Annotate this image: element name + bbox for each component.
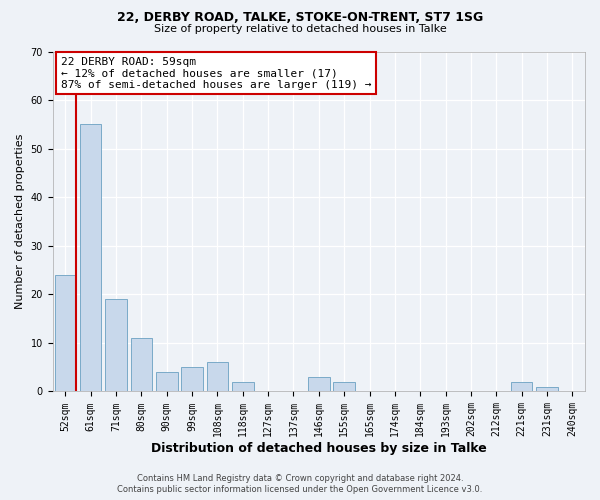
Bar bbox=[334, 382, 355, 392]
Y-axis label: Number of detached properties: Number of detached properties bbox=[15, 134, 25, 309]
Bar bbox=[55, 275, 76, 392]
Bar bbox=[232, 382, 254, 392]
Bar bbox=[156, 372, 178, 392]
Bar bbox=[105, 299, 127, 392]
Text: Size of property relative to detached houses in Talke: Size of property relative to detached ho… bbox=[154, 24, 446, 34]
Text: 22 DERBY ROAD: 59sqm
← 12% of detached houses are smaller (17)
87% of semi-detac: 22 DERBY ROAD: 59sqm ← 12% of detached h… bbox=[61, 56, 371, 90]
Bar bbox=[206, 362, 228, 392]
Bar bbox=[181, 367, 203, 392]
Bar bbox=[131, 338, 152, 392]
Bar bbox=[511, 382, 532, 392]
Bar bbox=[80, 124, 101, 392]
Text: Contains HM Land Registry data © Crown copyright and database right 2024.
Contai: Contains HM Land Registry data © Crown c… bbox=[118, 474, 482, 494]
Bar bbox=[308, 377, 329, 392]
Text: 22, DERBY ROAD, TALKE, STOKE-ON-TRENT, ST7 1SG: 22, DERBY ROAD, TALKE, STOKE-ON-TRENT, S… bbox=[117, 11, 483, 24]
X-axis label: Distribution of detached houses by size in Talke: Distribution of detached houses by size … bbox=[151, 442, 487, 455]
Bar bbox=[536, 386, 558, 392]
